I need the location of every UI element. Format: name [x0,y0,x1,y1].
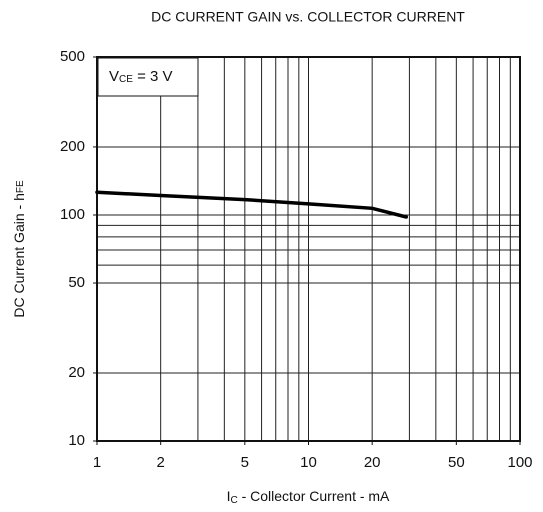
x-tick-label: 2 [156,454,164,471]
annotation-text: = 3 V [133,68,173,85]
x-label-text: - Collector Current - mA [238,488,390,504]
annotation-symbol: V [109,68,119,85]
x-tick-label: 1 [93,454,101,471]
x-axis-label: IC - Collector Current - mA [227,488,390,506]
y-tick-label: 100 [60,206,85,223]
data-line [95,190,409,219]
x-tick-label: 100 [507,454,532,471]
x-tick-label: 10 [300,454,317,471]
x-tick-label: 5 [241,454,249,471]
y-label-text: DC Current Gain - h [11,193,27,317]
x-label-symbol: I [227,488,231,504]
y-tick-label: 10 [68,432,85,449]
x-tick-label: 20 [364,454,381,471]
annotation-box [97,57,199,97]
y-tick-label: 500 [60,48,85,65]
y-tick-label: 200 [60,138,85,155]
x-label-subscript: C [230,495,237,506]
y-label-subscript: FE [15,180,26,193]
y-tick-label: 20 [68,364,85,381]
y-axis-label: DC Current Gain - hFE [11,180,27,318]
annotation: VCE = 3 V [109,68,173,85]
x-tick-label: 50 [448,454,465,471]
annotation-subscript: CE [119,74,133,85]
y-tick-label: 50 [68,274,85,291]
chart-title: DC CURRENT GAIN vs. COLLECTOR CURRENT [151,9,465,25]
